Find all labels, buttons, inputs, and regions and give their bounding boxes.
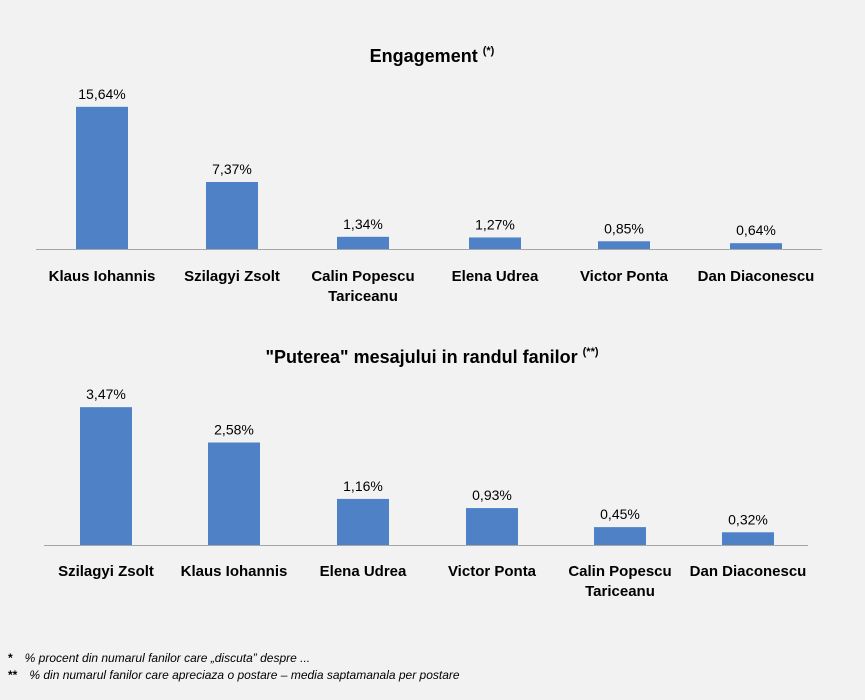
chart-1-data-label: 0,85%	[604, 220, 644, 236]
charts-canvas: Engagement (*) 15,64% Klaus Iohannis 7,37% S…	[36, 45, 822, 600]
chart-1-bar	[730, 243, 782, 249]
chart-2-bar	[466, 508, 518, 545]
chart-1-data-label: 1,34%	[343, 216, 383, 232]
footnote-2-text: % din numarul fanilor care apreciaza o p…	[29, 668, 460, 682]
chart-1-category-label: Victor Ponta	[580, 268, 669, 285]
chart-2-data-label: 0,93%	[472, 487, 512, 503]
chart-2-data-label: 2,58%	[214, 422, 254, 438]
footnote-1-mark: *	[8, 651, 13, 665]
chart-2-data-label: 0,32%	[728, 511, 768, 527]
footnote-2: ** % din numarul fanilor care apreciaza o…	[8, 667, 858, 684]
chart-2-category-label: Elena Udrea	[320, 563, 407, 580]
chart-1-category-label: Elena Udrea	[452, 268, 539, 285]
chart-2-data-label: 0,45%	[600, 506, 640, 522]
chart-1-category-label: Szilagyi Zsolt	[184, 268, 280, 285]
chart-2-bar	[80, 407, 132, 545]
chart-1-title: Engagement (*)	[370, 45, 495, 66]
chart-2-title-text: "Puterea" mesajului in randul fanilor	[265, 347, 582, 367]
chart-2-category-label: Tariceanu	[585, 583, 655, 600]
chart-2-category-label: Victor Ponta	[448, 563, 537, 580]
chart-1-data-label: 7,37%	[212, 161, 252, 177]
footnote-1-text: % procent din numarul fanilor care „disc…	[24, 651, 311, 665]
chart-2-category-label: Szilagyi Zsolt	[58, 563, 154, 580]
chart-1-category-label: Tariceanu	[328, 288, 398, 305]
chart-2-title-marker: (**)	[583, 346, 599, 358]
chart-2-bar	[594, 527, 646, 545]
chart-1-bar	[76, 106, 128, 250]
chart-1-title-text: Engagement	[370, 46, 483, 66]
chart-1-bar	[598, 241, 650, 249]
chart-2: "Puterea" mesajului in randul fanilor (*…	[44, 346, 808, 600]
chart-2-category-label: Calin Popescu	[568, 563, 671, 580]
chart-1-category-label: Dan Diaconescu	[698, 268, 815, 285]
chart-1-bar	[337, 236, 389, 249]
chart-2-bar	[208, 442, 260, 545]
chart-2-data-label: 3,47%	[86, 386, 126, 402]
chart-2-bar	[722, 532, 774, 545]
chart-1-data-label: 1,27%	[475, 216, 515, 232]
footnote-2-mark: **	[8, 668, 18, 682]
footnotes: * % procent din numarul fanilor care „dis…	[8, 650, 858, 684]
footnote-1: * % procent din numarul fanilor care „dis…	[8, 650, 858, 667]
chart-1-title-marker: (*)	[483, 45, 495, 57]
chart-2-category-label: Klaus Iohannis	[181, 563, 288, 580]
chart-2-title: "Puterea" mesajului in randul fanilor (*…	[265, 346, 598, 367]
chart-1-category-label: Calin Popescu	[311, 268, 414, 285]
chart-2-bar	[337, 498, 389, 545]
chart-1-bar	[469, 237, 521, 249]
chart-2-data-label: 1,16%	[343, 478, 383, 494]
chart-1-data-label: 15,64%	[78, 86, 125, 102]
chart-1-bar	[206, 182, 258, 249]
chart-1: Engagement (*) 15,64% Klaus Iohannis 7,37% S…	[36, 45, 822, 305]
chart-1-data-label: 0,64%	[736, 222, 776, 238]
chart-2-category-label: Dan Diaconescu	[690, 563, 807, 580]
chart-1-category-label: Klaus Iohannis	[49, 268, 156, 285]
